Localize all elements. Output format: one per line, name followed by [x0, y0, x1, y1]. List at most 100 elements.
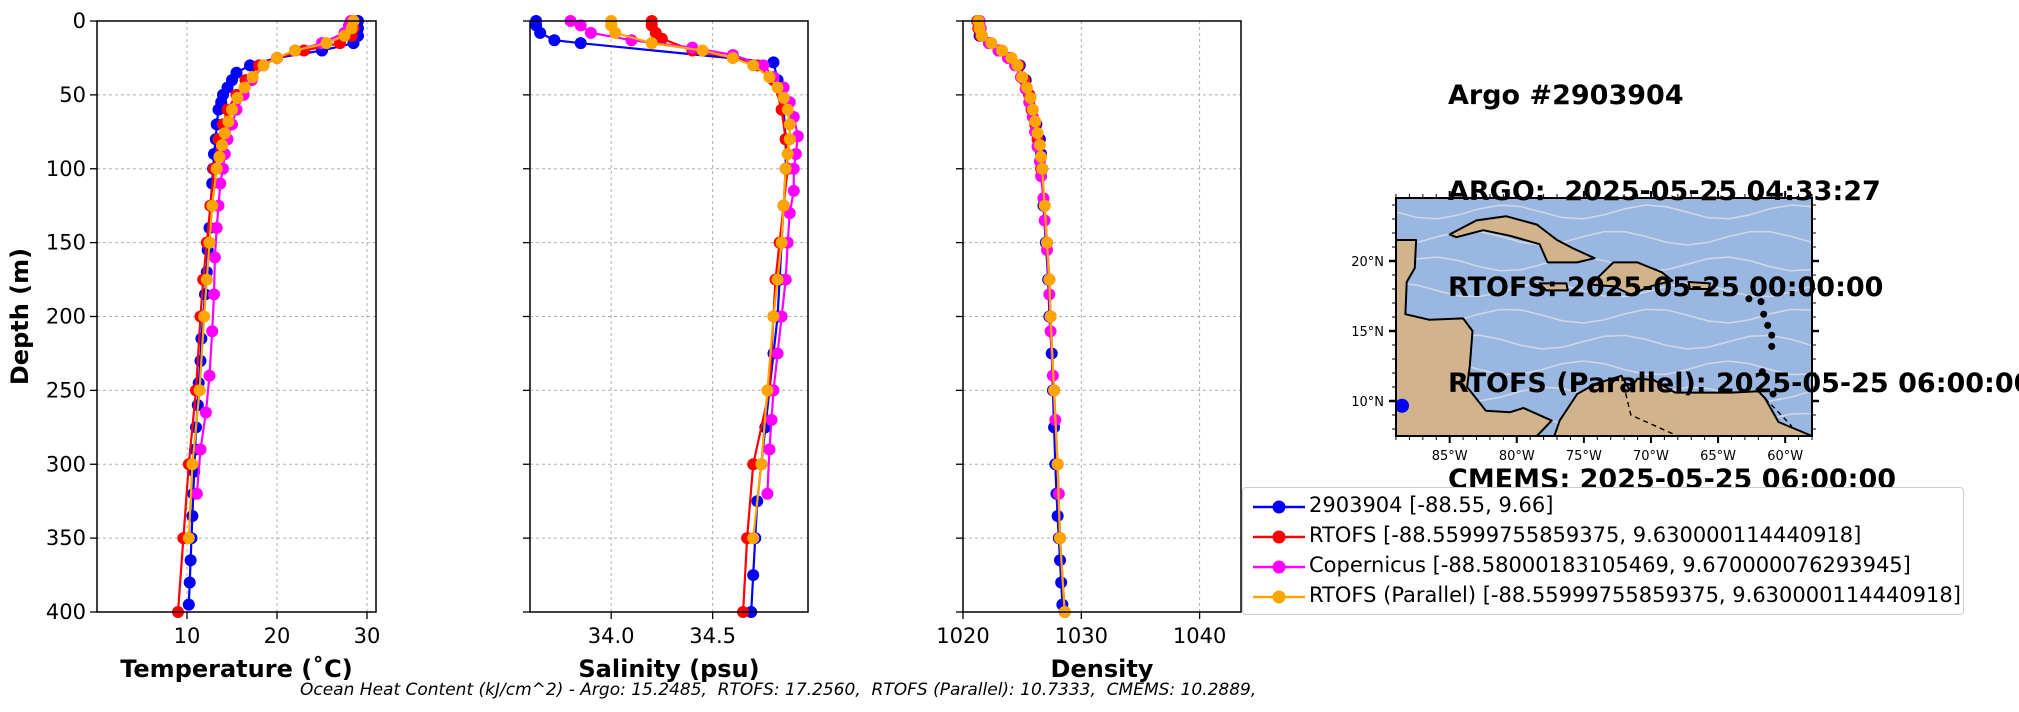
data-point — [206, 199, 219, 212]
y-tick-label: 200 — [46, 305, 86, 329]
data-point — [609, 26, 622, 39]
data-point — [574, 19, 587, 32]
data-point — [199, 406, 212, 419]
data-point — [1054, 532, 1067, 545]
chart-density: 1020 1030 1040 Density — [936, 15, 1242, 683]
data-point — [246, 71, 259, 84]
data-point — [747, 59, 760, 72]
data-point — [198, 310, 211, 323]
data-point — [767, 56, 780, 69]
x-axis-label: Density — [1051, 655, 1154, 683]
land-puerto-rico — [1687, 281, 1711, 290]
y-tick-label: 350 — [46, 526, 86, 550]
data-point — [1033, 139, 1046, 152]
data-point — [787, 184, 800, 197]
data-point — [320, 37, 333, 50]
data-point — [208, 251, 221, 264]
x-tick-label: 10 — [174, 624, 201, 648]
data-point — [226, 103, 238, 116]
data-point — [771, 347, 784, 360]
data-point — [1051, 458, 1064, 471]
data-point — [1035, 150, 1048, 163]
data-point — [771, 81, 784, 94]
data-point — [193, 384, 206, 397]
data-point — [213, 150, 226, 163]
x-tick-label: 34.0 — [588, 624, 635, 648]
data-point — [1055, 576, 1068, 589]
y-tick-label: 0 — [73, 9, 86, 33]
data-point — [190, 487, 203, 500]
data-point — [182, 532, 195, 545]
legend-item-argo: 2903904 [-88.55, 9.66] — [1243, 492, 1963, 522]
data-point — [1051, 509, 1064, 522]
series-copernicus — [190, 15, 357, 500]
border-line — [1620, 375, 1679, 437]
legend-label-argo: 2903904 [-88.55, 9.66] — [1309, 493, 1554, 517]
legend-item-parallel: RTOFS (Parallel) [-88.55999755859375, 9.… — [1243, 582, 1963, 612]
y-tick-label: 400 — [46, 600, 86, 624]
map-lon-label: 65°W — [1700, 449, 1736, 464]
map-lon-label: 85°W — [1432, 449, 1468, 464]
data-point — [781, 147, 794, 160]
data-point — [222, 115, 235, 128]
legend-item-copernicus: Copernicus [-88.58000183105469, 9.670000… — [1243, 552, 1963, 582]
data-point — [208, 288, 220, 301]
y-tick-label: 100 — [46, 157, 86, 181]
legend-marker-parallel — [1253, 590, 1305, 604]
map-lat-label: 15°N — [1351, 325, 1384, 340]
legend-label-parallel: RTOFS (Parallel) [-88.55999755859375, 9.… — [1309, 583, 1961, 607]
data-point — [289, 44, 301, 57]
island — [1745, 295, 1753, 303]
legend-marker-argo — [1253, 500, 1305, 514]
island — [1757, 298, 1765, 306]
data-point — [655, 32, 668, 45]
data-point — [210, 162, 223, 175]
series-line — [570, 19, 800, 494]
data-point — [765, 413, 778, 426]
data-point — [186, 509, 199, 522]
series-rtofs-parallel- — [182, 15, 360, 545]
land-cuba — [1448, 215, 1596, 264]
data-point — [345, 22, 358, 35]
data-point — [231, 91, 244, 104]
info-argo-id: Argo #2903904 — [1448, 80, 1684, 111]
x-axis-label: Salinity (psu) — [578, 655, 759, 683]
y-tick-label: 250 — [46, 378, 86, 402]
data-point — [777, 199, 790, 212]
data-point — [985, 37, 998, 50]
data-point — [783, 118, 796, 131]
data-point — [1040, 236, 1053, 249]
map-lat-label: 20°N — [1351, 255, 1384, 270]
legend-marker-rtofs — [1253, 530, 1305, 544]
data-point — [1044, 310, 1057, 323]
map-lon-label: 75°W — [1566, 449, 1602, 464]
map-lon-label: 80°W — [1499, 449, 1535, 464]
data-point — [645, 37, 658, 50]
x-tick-label: 34.5 — [689, 624, 736, 648]
island — [1768, 342, 1776, 350]
data-point — [203, 369, 216, 382]
data-point — [1024, 91, 1037, 104]
data-point — [763, 71, 776, 84]
land-central-america — [1395, 239, 1553, 437]
info-panel: Argo #2903904 ARGO: 2025-05-25 04:33:27 … — [1448, 16, 2019, 560]
data-point — [975, 29, 988, 42]
island — [1758, 368, 1766, 376]
data-point — [338, 29, 351, 42]
data-point — [767, 310, 780, 323]
data-point — [783, 133, 796, 146]
data-point — [548, 34, 561, 47]
island — [1768, 331, 1776, 339]
data-point — [755, 458, 768, 471]
map-body — [1395, 198, 1813, 437]
y-tick-label: 300 — [46, 452, 86, 476]
series-line — [650, 21, 789, 613]
legend: 2903904 [-88.55, 9.66] RTOFS [-88.559997… — [1242, 487, 1964, 615]
data-point — [761, 487, 774, 500]
ohc-footer: Ocean Heat Content (kJ/cm^2) - Argo: 15.… — [300, 680, 1257, 700]
legend-marker-copernicus — [1253, 560, 1305, 574]
land-hispaniola — [1590, 261, 1674, 296]
series-rtofs-parallel- — [605, 15, 796, 545]
data-point — [200, 273, 213, 286]
